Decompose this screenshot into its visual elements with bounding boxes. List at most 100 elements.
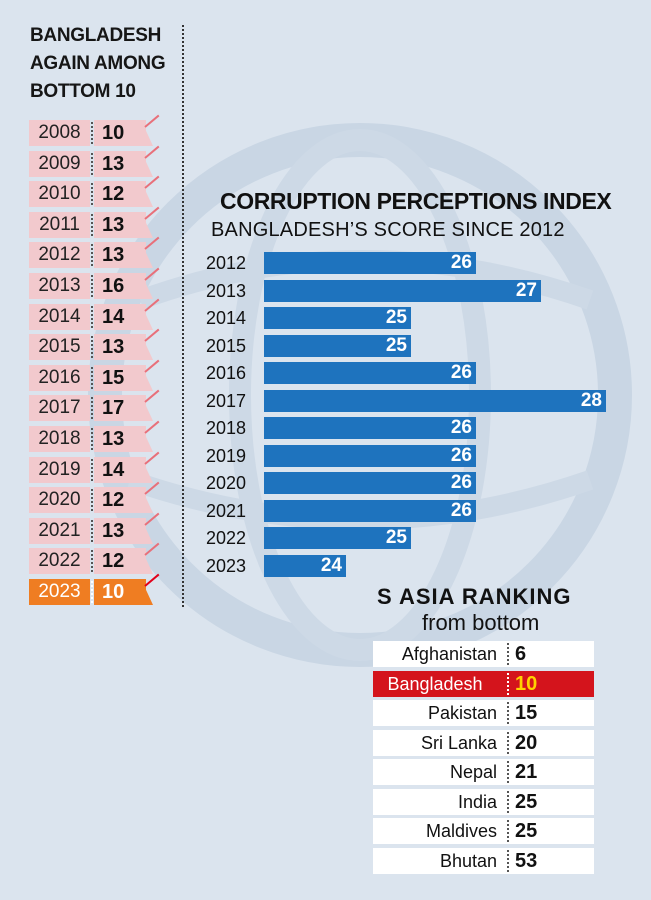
rank-tab-tip bbox=[141, 273, 153, 299]
data-label: 25 bbox=[385, 527, 407, 548]
bar-2022 bbox=[264, 527, 411, 549]
rank-row: 2018 13 bbox=[29, 420, 160, 452]
rank-value: 12 bbox=[94, 181, 146, 208]
rank-value: 13 bbox=[94, 242, 146, 269]
ranking-row: Afghanistan 6 bbox=[373, 641, 594, 667]
data-label: 28 bbox=[580, 389, 602, 411]
data-label: 26 bbox=[450, 252, 472, 273]
rank-value: 14 bbox=[94, 303, 146, 330]
rank-row: 2019 14 bbox=[29, 451, 160, 483]
country-name: Afghanistan bbox=[401, 644, 497, 664]
country-name: Pakistan bbox=[427, 703, 497, 723]
country-rank: 15 bbox=[515, 702, 538, 724]
country-rank: 6 bbox=[515, 643, 527, 665]
rank-value: 15 bbox=[94, 364, 146, 391]
rank-tab-tip bbox=[141, 395, 153, 422]
rank-row: 2011 13 bbox=[29, 206, 160, 238]
row-separator bbox=[507, 820, 509, 842]
left-title-line-3: BOTTOM 10 bbox=[30, 81, 136, 102]
rank-row: 2016 15 bbox=[29, 359, 160, 391]
ranking-row: Pakistan 15 bbox=[373, 700, 594, 726]
row-separator bbox=[91, 244, 93, 267]
y-tick-label: 2019 bbox=[206, 445, 247, 466]
y-tick-label: 2023 bbox=[206, 555, 247, 576]
data-label: 26 bbox=[450, 417, 472, 438]
rank-year: 2014 bbox=[29, 303, 90, 330]
bar-2023 bbox=[264, 554, 346, 577]
ranking-row: Nepal 21 bbox=[373, 759, 594, 785]
rank-row: 2020 12 bbox=[29, 481, 160, 514]
rank-tab-tip bbox=[141, 364, 153, 391]
rank-tab-tip bbox=[141, 334, 153, 361]
rank-row: 2010 12 bbox=[29, 175, 160, 208]
y-tick-label: 2013 bbox=[206, 280, 247, 301]
country-name: Sri Lanka bbox=[420, 732, 497, 753]
rank-value: 14 bbox=[94, 456, 146, 483]
rank-row: 2014 14 bbox=[29, 298, 160, 330]
rank-year: 2019 bbox=[29, 456, 90, 483]
row-separator bbox=[507, 849, 509, 872]
data-label: 25 bbox=[385, 307, 407, 328]
bar-2019 bbox=[264, 444, 476, 467]
country-rank: 25 bbox=[515, 790, 538, 813]
bar-2015 bbox=[264, 334, 411, 357]
y-tick-label: 2022 bbox=[206, 528, 247, 548]
bar-2018 bbox=[264, 417, 476, 439]
rank-value: 13 bbox=[94, 517, 146, 544]
row-separator bbox=[91, 550, 93, 573]
left-title-line-1: BANGLADESH bbox=[30, 25, 162, 46]
bar-2021 bbox=[264, 499, 476, 522]
rank-year: 2013 bbox=[29, 273, 90, 299]
rank-row: 2013 16 bbox=[29, 267, 160, 299]
rank-row: 2017 17 bbox=[29, 390, 160, 422]
rank-value: 17 bbox=[94, 395, 146, 422]
rank-year: 2022 bbox=[29, 548, 90, 575]
row-separator bbox=[507, 761, 509, 783]
data-label: 24 bbox=[320, 554, 342, 576]
rank-value: 16 bbox=[94, 273, 146, 299]
rank-value: 10 bbox=[94, 120, 146, 146]
rank-year: 2023 bbox=[29, 579, 90, 605]
row-separator bbox=[91, 183, 93, 206]
rank-tab-tip bbox=[141, 548, 153, 575]
data-label: 26 bbox=[450, 444, 472, 466]
ranking-row: India 25 bbox=[373, 788, 594, 815]
chart-subtitle: BANGLADESH’S SCORE SINCE 2012 bbox=[211, 219, 565, 241]
rank-year: 2021 bbox=[29, 517, 90, 544]
row-separator bbox=[507, 702, 509, 724]
rank-year: 2008 bbox=[29, 120, 90, 146]
row-separator bbox=[507, 731, 509, 754]
y-tick-label: 2012 bbox=[206, 253, 247, 273]
rank-tab-tip bbox=[141, 120, 153, 146]
rank-row: 2008 10 bbox=[29, 114, 160, 146]
country-rank: 25 bbox=[515, 820, 538, 842]
y-tick-label: 2018 bbox=[206, 418, 247, 438]
row-separator bbox=[91, 305, 93, 328]
rank-tab-tip bbox=[141, 517, 153, 544]
row-separator bbox=[507, 672, 509, 695]
y-tick-label: 2021 bbox=[206, 500, 247, 521]
rank-year: 2017 bbox=[29, 395, 90, 422]
rank-value: 13 bbox=[94, 426, 146, 452]
rank-value: 10 bbox=[94, 579, 146, 605]
rank-tab-tip bbox=[141, 181, 153, 208]
bar-2020 bbox=[264, 472, 476, 494]
rank-tab-tip bbox=[141, 487, 153, 514]
country-name: India bbox=[457, 791, 497, 812]
row-separator bbox=[91, 275, 93, 297]
data-label: 26 bbox=[450, 472, 472, 493]
row-separator bbox=[91, 428, 93, 450]
rank-row: 2015 13 bbox=[29, 328, 160, 361]
row-separator bbox=[507, 643, 509, 665]
rank-year: 2018 bbox=[29, 426, 90, 452]
bar-2016 bbox=[264, 362, 476, 384]
row-separator bbox=[507, 790, 509, 813]
rank-tab-tip bbox=[141, 426, 153, 452]
ranking-row: Bangladesh 10 bbox=[373, 670, 594, 697]
country-name: Bangladesh bbox=[387, 673, 483, 694]
row-separator bbox=[91, 152, 93, 175]
y-tick-label: 2014 bbox=[206, 308, 247, 328]
rank-value: 12 bbox=[94, 548, 146, 575]
rank-tab-tip bbox=[141, 579, 153, 605]
data-label: 25 bbox=[385, 334, 407, 356]
